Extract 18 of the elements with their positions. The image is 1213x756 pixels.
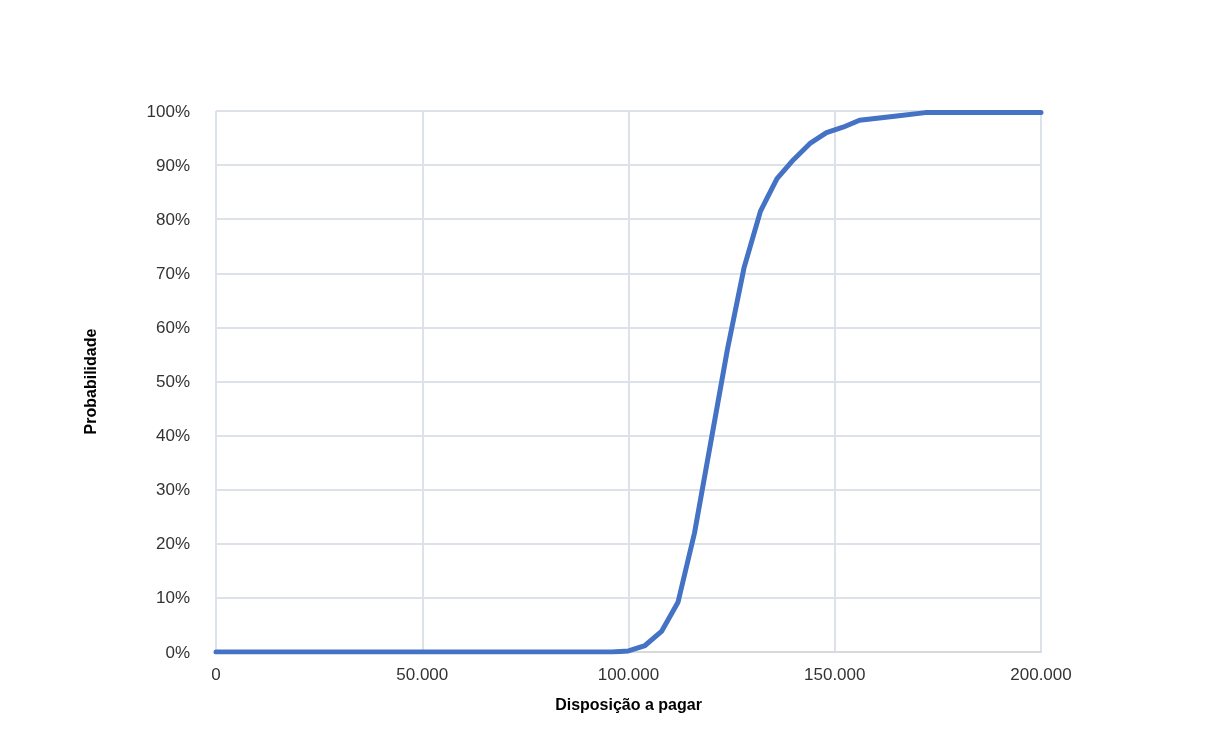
y-tick-label: 70% [155, 263, 190, 283]
x-tick-label: 100.000 [597, 665, 660, 684]
y-tick-label: 80% [155, 209, 190, 229]
x-tick-label: 200.000 [1010, 665, 1072, 684]
y-axis-title: Probabilidade [81, 328, 99, 435]
y-tick-label: 0% [165, 642, 190, 662]
x-axis-title: Disposição a pagar [555, 695, 702, 713]
x-tick-label: 150.000 [804, 665, 866, 684]
y-tick-label: 100% [146, 101, 190, 121]
y-tick-label: 40% [155, 426, 190, 446]
y-tick-label: 10% [155, 588, 190, 608]
y-tick-label: 60% [155, 317, 190, 337]
y-tick-label: 20% [155, 534, 190, 554]
y-tick-label: 30% [155, 480, 190, 500]
y-tick-label: 90% [155, 155, 190, 175]
y-tick-label: 50% [155, 372, 190, 391]
x-tick-label: 50.000 [396, 665, 449, 684]
x-tick-label: 0 [211, 665, 221, 684]
